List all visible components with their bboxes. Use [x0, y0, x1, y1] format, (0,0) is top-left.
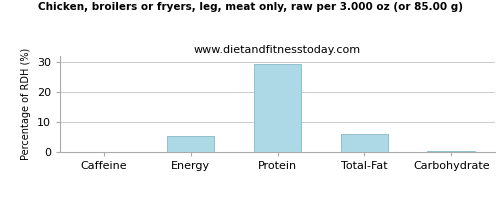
- Title: www.dietandfitnesstoday.com: www.dietandfitnesstoday.com: [194, 45, 361, 55]
- Bar: [340, 134, 388, 152]
- Bar: [166, 136, 214, 152]
- Bar: [254, 64, 302, 152]
- Y-axis label: Percentage of RDH (%): Percentage of RDH (%): [22, 48, 32, 160]
- Bar: [428, 151, 475, 152]
- Text: Chicken, broilers or fryers, leg, meat only, raw per 3.000 oz (or 85.00 g): Chicken, broilers or fryers, leg, meat o…: [38, 2, 463, 12]
